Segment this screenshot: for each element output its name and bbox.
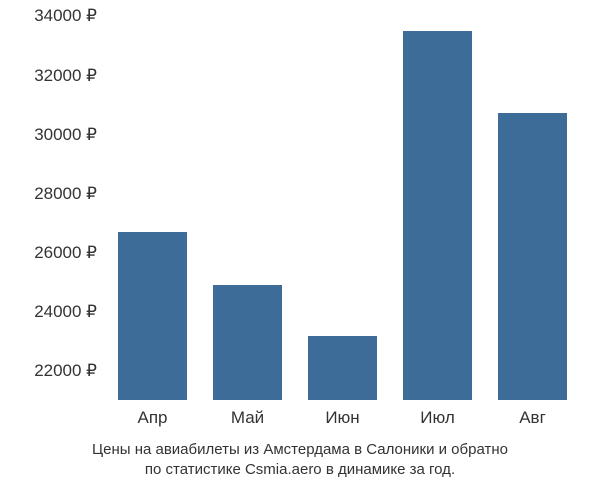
bar <box>118 232 186 400</box>
x-tick-label: Май <box>200 408 295 428</box>
bar <box>308 336 376 400</box>
y-tick-label: 32000 ₽ <box>34 66 97 86</box>
y-tick-label: 30000 ₽ <box>34 125 97 145</box>
y-tick-label: 26000 ₽ <box>34 243 97 263</box>
x-tick-label: Июл <box>390 408 485 428</box>
caption-line: Цены на авиабилеты из Амстердама в Салон… <box>0 440 600 460</box>
y-tick-label: 28000 ₽ <box>34 184 97 204</box>
bar <box>213 285 281 400</box>
bar <box>498 113 566 400</box>
x-tick-label: Апр <box>105 408 200 428</box>
y-tick-label: 34000 ₽ <box>34 6 97 26</box>
price-bar-chart: Цены на авиабилеты из Амстердама в Салон… <box>0 0 600 500</box>
chart-caption: Цены на авиабилеты из Амстердама в Салон… <box>0 440 600 481</box>
y-tick-label: 22000 ₽ <box>34 361 97 381</box>
x-tick-label: Авг <box>485 408 580 428</box>
bar <box>403 31 471 400</box>
plot-area <box>105 10 580 400</box>
x-tick-label: Июн <box>295 408 390 428</box>
caption-line: по статистике Csmia.aero в динамике за г… <box>0 460 600 480</box>
y-tick-label: 24000 ₽ <box>34 302 97 322</box>
